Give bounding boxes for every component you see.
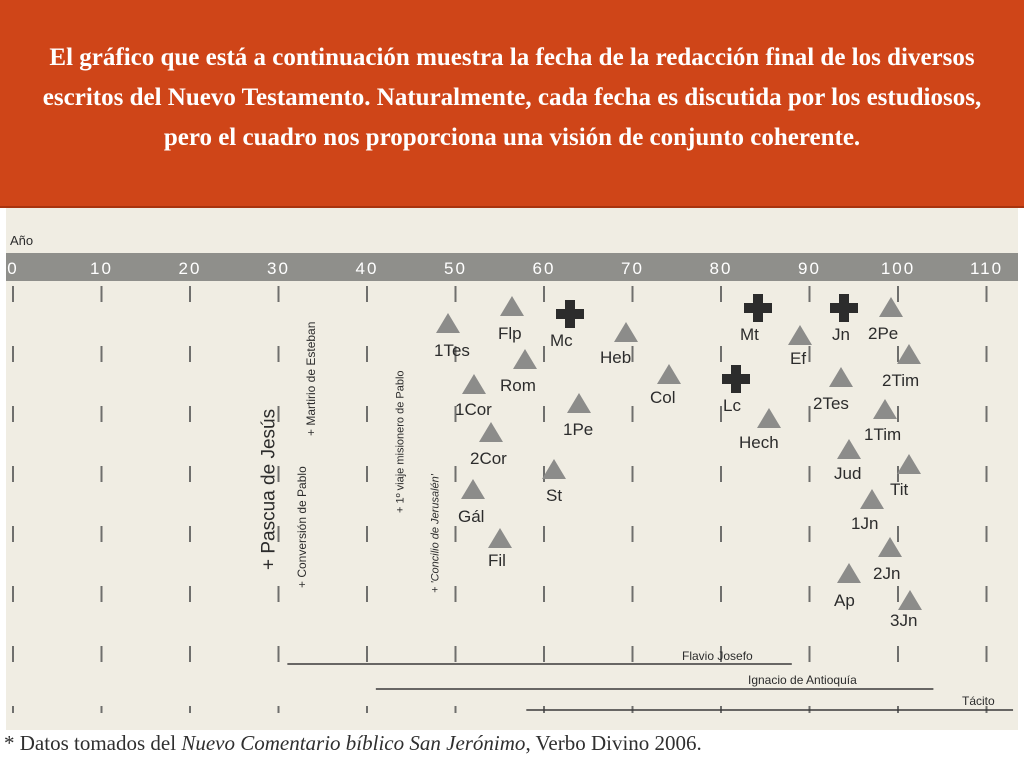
writing-label-Fil: Fil [488,551,506,570]
writing-label-Ef: Ef [790,349,806,368]
writing-label-2Tes: 2Tes [813,394,849,413]
writing-label-3Jn: 3Jn [890,611,917,630]
triangle-marker-2Cor [479,422,503,442]
event-label-1: + Conversión de Pablo [295,466,309,588]
caption-book-title: Nuevo Comentario bíblico San Jerónimo [181,731,526,755]
writing-label-Mt: Mt [740,325,759,344]
writing-label-Mc: Mc [550,331,573,350]
triangle-marker-Fil [488,528,512,548]
event-label-0: + Pascua de Jesús [259,409,280,570]
triangle-marker-Flp [500,296,524,316]
timeline-chart: Año 0 10 20 30 40 50 60 70 80 90 100 110 + Pascua de … [6,208,1018,730]
writing-label-Ap: Ap [834,591,855,610]
cross-marker-Mc [556,300,584,328]
triangle-marker-Jud [837,439,861,459]
tick-label-0: 0 [7,259,18,278]
triangle-marker-Ef [788,325,812,345]
triangle-marker-Gál [461,479,485,499]
axis-label: Año [10,233,33,248]
author-label-2: Tácito [962,694,995,708]
timeline-figure: Año 0 10 20 30 40 50 60 70 80 90 100 110 + Pascua de … [6,208,1018,730]
triangle-marker-3Jn [898,590,922,610]
triangle-marker-St [542,459,566,479]
tick-label-100: 100 [881,259,915,278]
cross-marker-Jn [830,294,858,322]
triangle-marker-2Pe [879,297,903,317]
author-label-0: Flavio Josefo [682,649,753,663]
event-label-3: + 1º viaje misionero de Pablo [394,370,406,513]
writing-label-St: St [546,486,562,505]
writing-label-Jud: Jud [834,464,861,483]
triangle-marker-1Tes [436,313,460,333]
triangle-marker-1Tim [873,399,897,419]
triangle-marker-Heb [614,322,638,342]
triangle-marker-1Jn [860,489,884,509]
writing-label-1Tim: 1Tim [864,425,901,444]
caption-suffix: , Verbo Divino 2006. [525,731,702,755]
triangle-marker-Ap [837,563,861,583]
cross-marker-Lc [722,365,750,393]
triangle-marker-Tit [897,454,921,474]
triangle-marker-2Tes [829,367,853,387]
cross-marker-Mt [744,294,772,322]
event-label-4: + 'Concilio de Jerusalén' [430,473,442,593]
writing-label-Gál: Gál [458,507,484,526]
intro-banner: El gráfico que está a continuación muest… [0,0,1024,208]
triangle-marker-Rom [513,349,537,369]
writing-label-Hech: Hech [739,433,779,452]
writing-label-Lc: Lc [723,396,741,415]
tick-label-70: 70 [621,259,644,278]
tick-label-110: 110 [970,259,1003,278]
triangle-marker-Col [657,364,681,384]
writing-label-Flp: Flp [498,324,522,343]
triangle-marker-Hech [757,408,781,428]
writing-label-Heb: Heb [600,348,631,367]
tick-label-20: 20 [179,259,202,278]
writing-label-2Jn: 2Jn [873,564,900,583]
tick-label-40: 40 [356,259,379,278]
writing-label-1Pe: 1Pe [563,420,593,439]
tick-label-50: 50 [444,259,467,278]
writing-label-Rom: Rom [500,376,536,395]
writing-label-1Cor: 1Cor [455,400,492,419]
axis-band [6,253,1018,281]
writing-label-Col: Col [650,388,676,407]
triangle-marker-1Pe [567,393,591,413]
writing-label-Jn: Jn [832,325,850,344]
intro-text: El gráfico que está a continuación muest… [42,44,982,151]
tick-label-90: 90 [798,259,821,278]
tick-label-10: 10 [90,259,113,278]
writing-label-1Tes: 1Tes [434,341,470,360]
author-label-1: Ignacio de Antioquía [748,673,857,687]
triangle-marker-1Cor [462,374,486,394]
writing-label-Tit: Tit [890,480,909,499]
writing-label-1Jn: 1Jn [851,514,878,533]
event-label-2: + Martirio de Esteban [304,322,318,436]
source-caption: * Datos tomados del Nuevo Comentario bíb… [4,731,1020,767]
writing-label-2Cor: 2Cor [470,449,507,468]
tick-label-60: 60 [533,259,556,278]
tick-label-30: 30 [267,259,290,278]
tick-label-80: 80 [710,259,733,278]
writing-label-2Tim: 2Tim [882,371,919,390]
chart-background [6,208,1018,730]
caption-prefix: * Datos tomados del [4,731,182,755]
triangle-marker-2Jn [878,537,902,557]
triangle-marker-2Tim [897,344,921,364]
writing-label-2Pe: 2Pe [868,324,898,343]
